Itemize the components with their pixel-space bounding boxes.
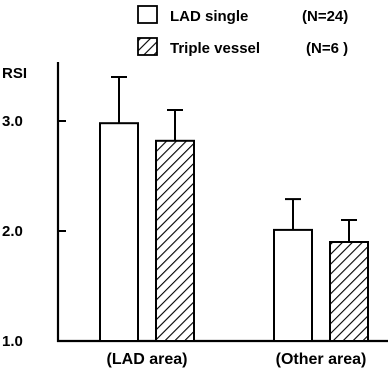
y-tick-label: 3.0: [2, 113, 23, 130]
y-tick-label: 1.0: [2, 333, 23, 350]
y-tick-label: 2.0: [2, 223, 23, 240]
y-axis-label: RSI: [2, 65, 27, 82]
legend: LAD single (N=24) Triple vessel (N=6 ): [137, 5, 348, 57]
category-label: (Other area): [276, 351, 367, 368]
legend-swatch-triple-vessel: [137, 37, 158, 56]
bar-lad-single-0: [99, 122, 139, 342]
category-label: (LAD area): [107, 351, 188, 368]
category-labels: (LAD area) (Other area): [107, 351, 367, 368]
bars: [99, 76, 369, 342]
legend-label-triple-vessel: Triple vessel: [170, 40, 260, 57]
legend-n-triple-vessel: (N=6 ): [306, 40, 348, 57]
legend-label-lad-single: LAD single: [170, 8, 248, 25]
legend-n-lad-single: (N=24): [302, 8, 348, 25]
legend-swatch-lad-single: [137, 5, 158, 24]
bar-triple-vessel-0: [155, 139, 195, 342]
bar-lad-single-1: [273, 228, 313, 342]
y-axis-ticks: 1.0 2.0 3.0: [2, 113, 66, 350]
bar-triple-vessel-1: [329, 241, 369, 342]
